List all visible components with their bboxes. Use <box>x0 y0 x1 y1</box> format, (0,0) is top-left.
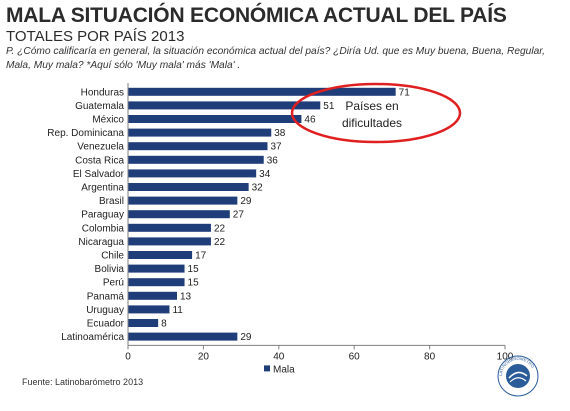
category-label: Paraguay <box>81 210 124 221</box>
data-label: 17 <box>195 251 207 262</box>
data-label: 51 <box>323 101 335 112</box>
category-label: Perú <box>103 278 124 289</box>
bar <box>128 319 159 327</box>
category-label: México <box>92 115 124 126</box>
data-label: 11 <box>172 305 183 316</box>
data-label: 37 <box>270 142 282 153</box>
x-tick-label: 40 <box>273 351 285 362</box>
category-label: El Salvador <box>73 169 125 180</box>
category-label: Nicaragua <box>78 237 124 248</box>
category-label: Honduras <box>81 87 124 98</box>
bar <box>128 305 170 314</box>
legend-label: Mala <box>273 364 295 375</box>
page-title: MALA SITUACIÓN ECONÓMICA ACTUAL DEL PAÍS <box>6 4 507 27</box>
latinobarometro-seal-icon: LATINOBARÓMETRO <box>497 355 539 397</box>
x-tick-label: 80 <box>424 351 436 362</box>
data-label: 29 <box>240 196 252 207</box>
bar <box>128 223 211 232</box>
x-tick-label: 60 <box>349 351 361 362</box>
category-label: Colombia <box>82 223 125 234</box>
bar <box>128 278 185 287</box>
bar <box>128 142 268 151</box>
data-label: 71 <box>399 87 411 98</box>
bar <box>128 237 211 246</box>
data-label: 22 <box>214 223 226 234</box>
category-label: Venezuela <box>77 142 124 153</box>
category-label: Argentina <box>81 183 124 194</box>
category-label: Brasil <box>99 196 124 207</box>
bar <box>128 332 238 341</box>
category-label: Bolivia <box>95 264 125 275</box>
bar <box>128 264 185 273</box>
data-label: 38 <box>274 128 286 139</box>
x-tick-label: 100 <box>497 351 514 362</box>
data-label: 22 <box>214 237 226 248</box>
bar <box>128 128 272 137</box>
annotation-ellipse <box>290 82 462 144</box>
page-subtitle: TOTALES POR PAÍS 2013 <box>6 28 185 45</box>
category-label: Costa Rica <box>75 155 124 166</box>
annotation-line-2: dificultades <box>342 116 402 130</box>
bar <box>128 196 238 205</box>
category-label: Panamá <box>87 291 125 302</box>
data-label: 34 <box>259 169 271 180</box>
bar <box>128 87 396 96</box>
bar <box>128 251 193 259</box>
category-label: Uruguay <box>86 305 124 316</box>
data-label: 46 <box>304 115 316 126</box>
category-label: Ecuador <box>87 319 125 330</box>
data-label: 32 <box>252 183 264 194</box>
data-label: 29 <box>240 332 252 343</box>
x-tick-label: 20 <box>198 351 210 362</box>
data-label: 15 <box>188 278 200 289</box>
bar <box>128 115 302 123</box>
annotation-line-1: Países en <box>345 99 398 113</box>
data-label: 8 <box>161 319 167 330</box>
category-label: Latinoamérica <box>61 332 124 343</box>
bar <box>128 101 321 110</box>
bar <box>128 291 178 300</box>
legend-swatch <box>264 365 270 372</box>
data-label: 36 <box>267 155 279 166</box>
data-label: 27 <box>233 210 245 221</box>
category-label: Chile <box>101 251 124 262</box>
bar <box>128 169 257 178</box>
survey-question: P. ¿Cómo calificaría en general, la situ… <box>6 46 545 71</box>
category-label: Guatemala <box>75 101 124 112</box>
bar <box>128 183 249 191</box>
source-note: Fuente: Latinobarómetro 2013 <box>22 377 144 387</box>
bar <box>128 210 230 219</box>
category-label: Rep. Dominicana <box>47 128 124 139</box>
bar <box>128 155 264 164</box>
data-label: 13 <box>180 291 192 302</box>
x-tick-label: 0 <box>125 351 131 362</box>
data-label: 15 <box>188 264 200 275</box>
